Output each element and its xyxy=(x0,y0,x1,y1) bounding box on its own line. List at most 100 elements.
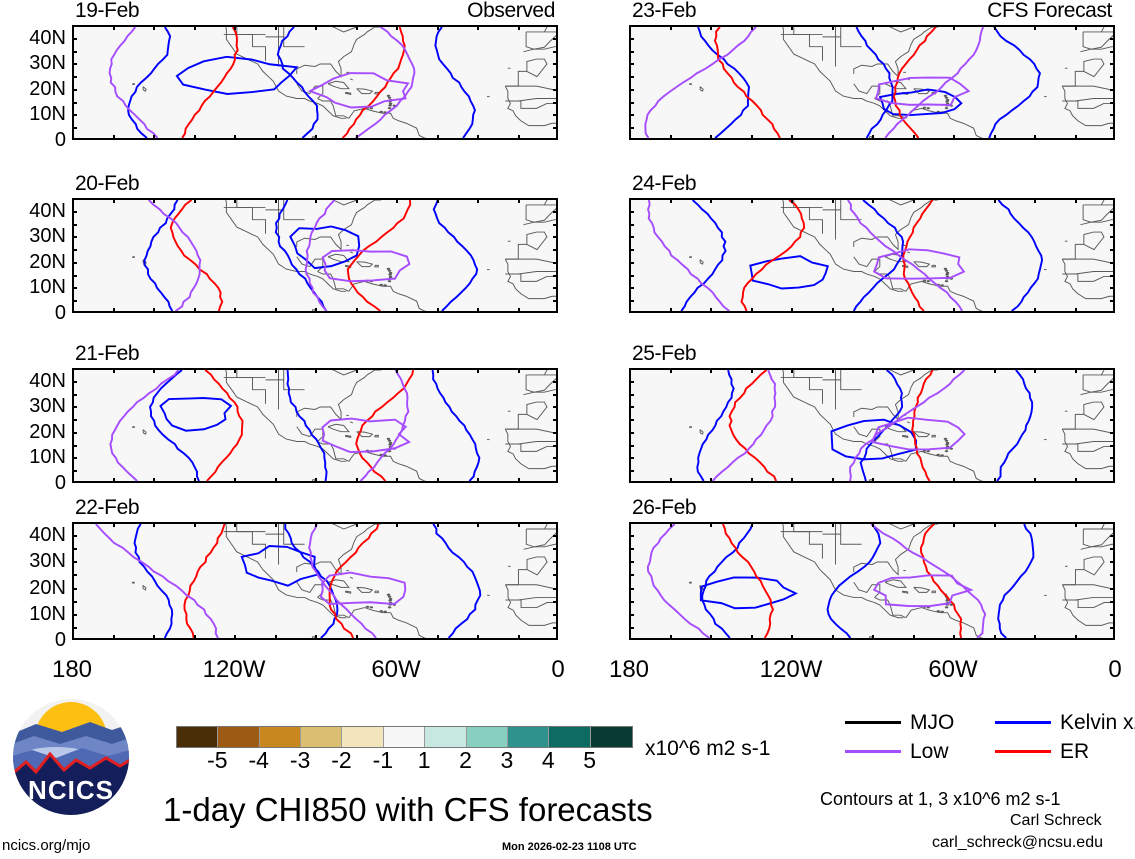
axis-tick xyxy=(912,368,915,373)
axis-tick xyxy=(72,574,77,577)
shaded-anomaly-field xyxy=(74,200,533,311)
x-axis-tick-label: 0 xyxy=(551,656,565,683)
axis-tick xyxy=(153,198,155,203)
legend-line-swatch xyxy=(845,721,901,724)
wave-contours xyxy=(143,200,479,311)
low-contour-closed xyxy=(872,248,966,280)
axis-tick xyxy=(553,114,558,117)
low-contour-closed xyxy=(872,574,974,608)
axis-tick xyxy=(629,626,634,629)
axis-tick xyxy=(629,114,634,117)
low-contour xyxy=(644,27,757,138)
axis-tick xyxy=(669,522,672,527)
axis-tick xyxy=(234,522,236,527)
svg-text:NCICS: NCICS xyxy=(28,775,114,805)
axis-tick xyxy=(396,478,398,483)
y-axis-tick-label: 30N xyxy=(29,225,66,248)
low-contour-closed xyxy=(321,249,411,283)
axis-tick xyxy=(315,635,317,640)
map-panel: 20-Feb xyxy=(72,173,558,313)
axis-tick xyxy=(1110,50,1115,53)
wave-contours xyxy=(95,524,482,638)
low-contour xyxy=(849,370,966,481)
axis-tick xyxy=(436,198,439,203)
wave-contours xyxy=(647,200,1044,311)
axis-tick xyxy=(436,522,439,527)
kelvin-contour xyxy=(997,200,1044,311)
axis-tick xyxy=(629,249,634,252)
axis-tick xyxy=(1110,393,1115,396)
axis-tick xyxy=(1074,308,1077,313)
panel-field xyxy=(631,200,1113,311)
y-axis-labels: 40N 30N 20N 10N 0 xyxy=(0,25,66,150)
axis-tick xyxy=(234,25,236,30)
low-contour-closed xyxy=(870,416,966,451)
site-url[interactable]: ncics.org/mjo xyxy=(2,837,91,854)
axis-tick xyxy=(553,236,558,239)
panel-date-label: 20-Feb xyxy=(75,172,140,195)
kelvin-contour xyxy=(149,370,200,481)
er-contour xyxy=(328,524,380,638)
axis-tick xyxy=(710,25,712,30)
axis-tick xyxy=(629,287,634,290)
axis-tick xyxy=(791,308,793,313)
er-contour xyxy=(204,370,244,481)
axis-tick xyxy=(629,76,634,79)
legend-label: MJO xyxy=(910,711,955,734)
axis-tick xyxy=(953,368,955,373)
axis-tick xyxy=(517,198,520,203)
axis-tick xyxy=(112,308,115,313)
axis-tick xyxy=(553,101,558,104)
axis-tick xyxy=(553,223,558,226)
kelvin-contour-closed xyxy=(699,576,798,610)
kelvin-contour-closed xyxy=(878,88,963,116)
axis-tick xyxy=(1034,635,1036,640)
axis-tick xyxy=(553,76,558,79)
axis-tick xyxy=(629,37,634,40)
axis-tick xyxy=(553,406,558,409)
axis-tick xyxy=(553,261,558,264)
low-contour xyxy=(884,27,985,138)
y-axis-tick-label: 40N xyxy=(29,369,66,392)
panel-date-label: 24-Feb xyxy=(632,172,697,195)
x-axis-tick-label: 120W xyxy=(202,656,266,683)
axis-tick xyxy=(553,419,558,422)
axis-tick xyxy=(112,478,115,483)
axis-tick xyxy=(1034,478,1036,483)
panel-frame xyxy=(629,522,1115,640)
colorbar-tick-label: -2 xyxy=(331,747,352,773)
low-contour-closed xyxy=(874,76,971,106)
axis-tick xyxy=(1110,261,1115,264)
axis-tick xyxy=(396,635,398,640)
axis-tick xyxy=(912,522,915,527)
axis-tick xyxy=(1110,274,1115,277)
axis-tick xyxy=(710,135,712,140)
axis-tick xyxy=(72,587,77,590)
shaded-anomaly-field xyxy=(631,370,1113,481)
axis-tick xyxy=(750,478,753,483)
axis-tick xyxy=(72,210,77,213)
axis-tick xyxy=(477,25,479,30)
kelvin-contour xyxy=(284,524,339,638)
axis-tick xyxy=(993,522,996,527)
axis-tick xyxy=(517,25,520,30)
panel-field xyxy=(74,27,556,138)
wave-contours xyxy=(109,370,481,481)
axis-tick xyxy=(553,431,558,434)
axis-tick xyxy=(953,198,955,203)
panel-frame xyxy=(72,368,558,483)
axis-tick xyxy=(831,25,834,30)
y-axis-tick-label: 40N xyxy=(29,26,66,49)
axis-tick xyxy=(477,135,479,140)
axis-tick xyxy=(993,368,996,373)
axis-tick xyxy=(517,522,520,527)
legend-item: Low xyxy=(845,741,949,762)
axis-tick xyxy=(234,635,236,640)
author-email[interactable]: carl_schreck@ncsu.edu xyxy=(932,834,1103,851)
low-contour xyxy=(95,524,219,638)
colorbar-units: x10^6 m2 s-1 xyxy=(645,737,771,760)
axis-tick xyxy=(1034,522,1036,527)
colorbar-swatch xyxy=(590,727,632,747)
panel-field xyxy=(631,370,1113,481)
x-axis-tick-label: 60W xyxy=(928,656,978,683)
